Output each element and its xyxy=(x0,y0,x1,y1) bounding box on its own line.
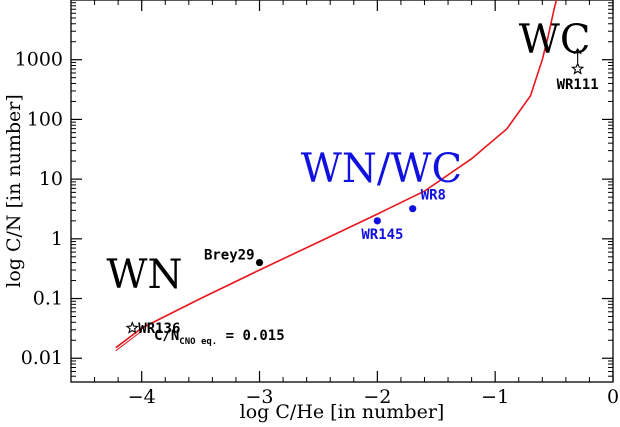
region-label-wn: WN xyxy=(106,252,182,298)
point-wr136 xyxy=(125,321,139,334)
evolution-track-layer xyxy=(115,0,558,352)
y-tick-label: 10 xyxy=(39,168,63,190)
annotation-suffix: = 0.015 xyxy=(217,328,284,344)
point-label-wr145: WR145 xyxy=(361,227,403,243)
point-wr8 xyxy=(409,205,417,213)
data-points-layer xyxy=(125,47,585,334)
lower-limit-arrowhead xyxy=(573,47,582,55)
x-tick-label: 0 xyxy=(607,386,619,408)
point-label-wr111: WR111 xyxy=(557,77,599,93)
point-wr145 xyxy=(373,217,381,225)
y-tick-label: 0.1 xyxy=(33,288,63,310)
point-brey29 xyxy=(255,258,264,267)
y-tick-label: 1 xyxy=(51,228,63,250)
y-tick-label: 1000 xyxy=(15,49,63,71)
x-tick-label: −3 xyxy=(246,386,274,408)
point-wr111 xyxy=(570,62,585,75)
y-tick-label: 100 xyxy=(27,108,63,130)
cno-equilibrium-annotation: C/NCNO eq. = 0.015 xyxy=(154,328,285,347)
annotation-prefix: C/N xyxy=(154,328,179,344)
x-tick-label: −1 xyxy=(481,386,509,408)
y-axis-label: log C/N [in number] xyxy=(3,94,25,287)
point-label-wr8: WR8 xyxy=(421,188,446,204)
annotation-subscript: CNO eq. xyxy=(179,337,217,347)
x-tick-label: −2 xyxy=(363,386,391,408)
evolution-track-start-segment xyxy=(115,330,143,352)
evolution-track-line xyxy=(115,0,558,349)
x-axis-label: log C/He [in number] xyxy=(240,401,445,423)
region-label-wc: WC xyxy=(519,17,591,63)
x-tick-label: −4 xyxy=(128,386,156,408)
plot-frame xyxy=(70,0,614,383)
axis-ticks: −4 −3 −2 −1 0 0.01 0.1 1 10 100 1000 xyxy=(15,0,619,408)
labels-layer: WR8 WR145 Brey29 WR136 WR111 WN WN/WC WC xyxy=(106,17,598,337)
point-label-brey29: Brey29 xyxy=(204,248,255,264)
region-label-wn-wc: WN/WC xyxy=(301,146,462,192)
y-tick-label: 0.01 xyxy=(21,347,63,369)
point-label-wr136: WR136 xyxy=(138,321,180,337)
